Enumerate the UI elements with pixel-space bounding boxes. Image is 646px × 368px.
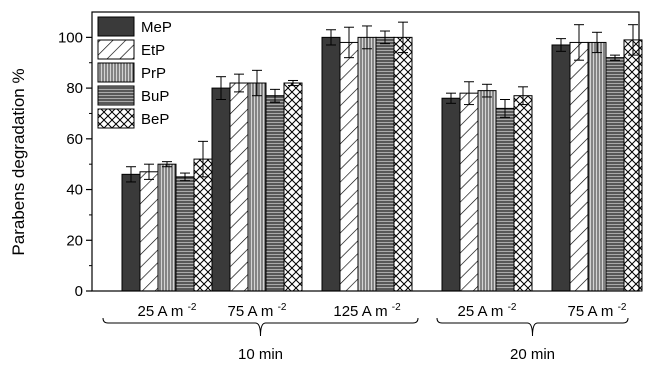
x-category-label: 75 A m -2 bbox=[228, 302, 287, 320]
bar-prp-5 bbox=[587, 41, 607, 292]
y-axis-label: Parabens degradation % bbox=[9, 68, 28, 255]
legend-swatch-bup bbox=[97, 85, 135, 106]
group-label: 10 min bbox=[238, 346, 283, 363]
legend-swatch-mep bbox=[97, 16, 135, 37]
error-bar-bup-4 bbox=[500, 99, 510, 118]
error-bar-bep-1 bbox=[198, 140, 208, 178]
bar-bup-2 bbox=[265, 95, 285, 292]
legend-swatch-prp bbox=[97, 62, 135, 83]
error-bar-bep-3 bbox=[398, 21, 408, 54]
bars bbox=[121, 21, 643, 292]
bar-etp-1 bbox=[139, 171, 159, 292]
bar-bup-5 bbox=[605, 57, 625, 292]
bar-mep-3 bbox=[321, 36, 341, 292]
error-bar-bup-3 bbox=[380, 30, 390, 45]
error-bar-prp-2 bbox=[252, 69, 262, 97]
bar-bup-3 bbox=[375, 36, 395, 292]
bar-bup-1 bbox=[175, 176, 195, 292]
error-bar-etp-4 bbox=[464, 81, 474, 106]
error-bar-prp-1 bbox=[162, 161, 172, 168]
error-bar-bup-2 bbox=[270, 88, 280, 103]
error-bar-etp-1 bbox=[144, 163, 154, 180]
group-brace-2 bbox=[436, 317, 629, 337]
bar-etp-3 bbox=[339, 41, 359, 292]
x-category-label: 75 A m -2 bbox=[568, 302, 627, 320]
bar-mep-4 bbox=[441, 97, 461, 292]
error-bar-etp-2 bbox=[234, 73, 244, 93]
error-bar-mep-3 bbox=[326, 29, 336, 46]
x-category-label: 25 A m -2 bbox=[138, 302, 197, 320]
bar-prp-1 bbox=[157, 163, 177, 292]
bar-etp-2 bbox=[229, 82, 249, 292]
x-axis: 25 A m -2 75 A m -2 125 A m -2 25 A m -2 75 … bbox=[102, 302, 629, 363]
error-bar-etp-3 bbox=[344, 26, 354, 59]
error-bar-etp-5 bbox=[574, 24, 584, 61]
y-axis: 0 20 40 60 80 100 bbox=[58, 29, 92, 300]
error-bar-prp-4 bbox=[482, 83, 492, 98]
legend-swatch-etp bbox=[97, 39, 135, 60]
y-tick-label: 20 bbox=[66, 232, 83, 249]
legend-label-mep: MeP bbox=[141, 19, 172, 36]
error-bar-mep-1 bbox=[126, 166, 136, 183]
bar-bep-3 bbox=[393, 36, 413, 292]
bar-mep-1 bbox=[121, 173, 141, 292]
y-tick-label: 60 bbox=[66, 131, 83, 148]
bar-mep-2 bbox=[211, 87, 231, 292]
bar-bup-4 bbox=[495, 107, 515, 292]
group-label: 20 min bbox=[510, 346, 555, 363]
bar-etp-4 bbox=[459, 92, 479, 292]
y-tick-label: 80 bbox=[66, 80, 83, 97]
error-bar-mep-4 bbox=[446, 92, 456, 104]
error-bar-bup-1 bbox=[180, 172, 190, 182]
legend-label-prp: PrP bbox=[141, 65, 166, 82]
y-tick-label: 40 bbox=[66, 182, 83, 199]
legend: MeP EtP PrP BuP BeP bbox=[97, 16, 172, 129]
error-bar-bep-5 bbox=[628, 24, 638, 56]
error-bar-bep-2 bbox=[288, 79, 298, 87]
y-tick-label: 0 bbox=[75, 283, 83, 300]
error-bar-bep-4 bbox=[518, 86, 528, 106]
bar-mep-5 bbox=[551, 44, 571, 292]
legend-label-etp: EtP bbox=[141, 42, 165, 59]
bar-bep-2 bbox=[283, 82, 303, 292]
bar-etp-5 bbox=[569, 41, 589, 292]
bar-prp-4 bbox=[477, 90, 497, 292]
legend-label-bep: BeP bbox=[141, 111, 169, 128]
bar-bep-4 bbox=[513, 95, 533, 292]
error-bar-bup-5 bbox=[610, 54, 620, 61]
legend-label-bup: BuP bbox=[141, 88, 169, 105]
bar-bep-1 bbox=[193, 158, 213, 292]
y-tick-label: 100 bbox=[58, 29, 83, 46]
x-category-label: 125 A m -2 bbox=[333, 302, 401, 320]
error-bar-prp-3 bbox=[362, 25, 372, 50]
group-brace-1 bbox=[102, 317, 419, 337]
error-bar-mep-2 bbox=[216, 76, 226, 101]
x-category-label: 25 A m -2 bbox=[458, 302, 517, 320]
bar-prp-3 bbox=[357, 36, 377, 292]
plot-frame bbox=[91, 11, 640, 292]
bar-prp-2 bbox=[247, 82, 267, 292]
error-bar-mep-5 bbox=[556, 38, 566, 52]
legend-swatch-bep bbox=[97, 108, 135, 129]
error-bar-prp-5 bbox=[592, 31, 602, 54]
